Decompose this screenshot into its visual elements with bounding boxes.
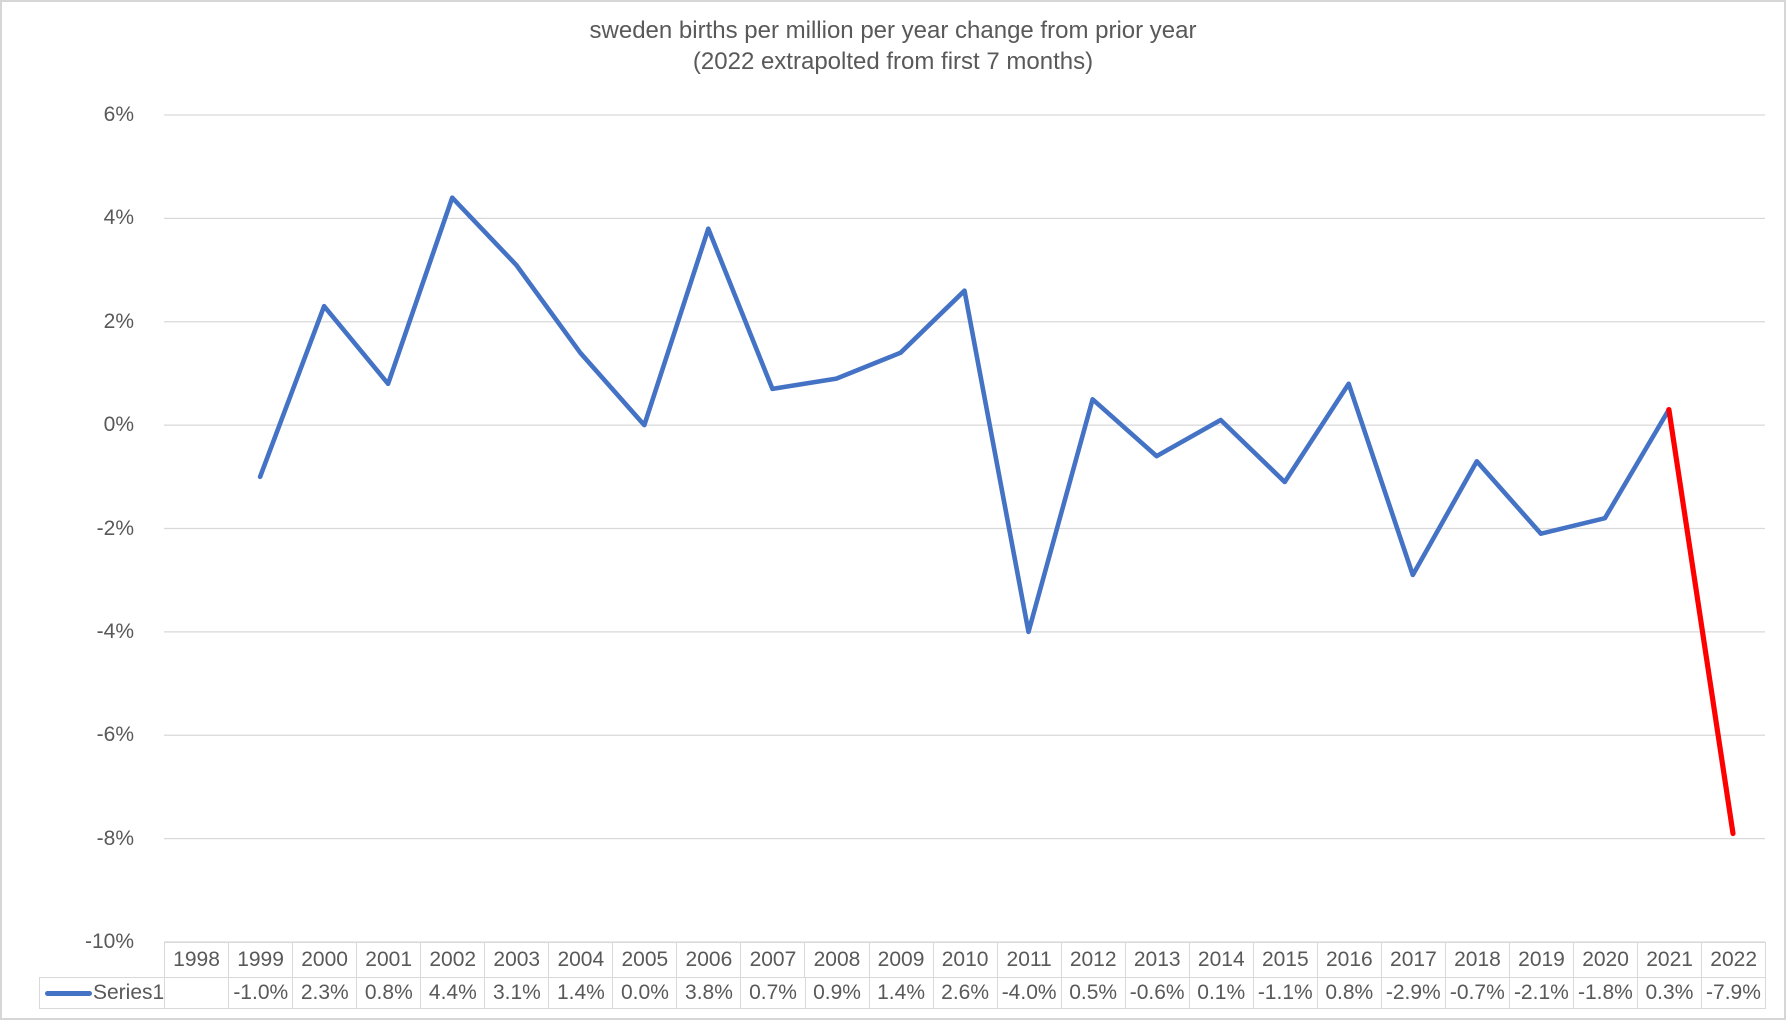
year-header-cell: 2019	[1509, 942, 1575, 977]
value-cell: 0.3%	[1637, 977, 1702, 1009]
year-header-cell: 2016	[1317, 942, 1382, 977]
year-header-cell: 2012	[1061, 942, 1126, 977]
value-cell: -7.9%	[1701, 977, 1766, 1009]
chart-title: sweden births per million per year chang…	[2, 15, 1784, 77]
year-header-cell: 2018	[1445, 942, 1510, 977]
value-cell: 4.4%	[421, 977, 486, 1009]
legend-cell: Series1	[39, 977, 166, 1009]
value-cell: -0.6%	[1125, 977, 1190, 1009]
value-cell: 0.9%	[805, 977, 870, 1009]
value-cell: 0.5%	[1061, 977, 1126, 1009]
year-header-cell: 2005	[613, 942, 678, 977]
y-axis-tick-label: 0%	[103, 413, 134, 437]
value-cell: -0.7%	[1445, 977, 1510, 1009]
year-header-cell: 2008	[805, 942, 870, 977]
value-cell: 3.1%	[485, 977, 550, 1009]
year-header-cell: 2017	[1381, 942, 1446, 977]
y-axis-tick-label: -4%	[96, 619, 134, 643]
year-header-cell: 2009	[869, 942, 934, 977]
legend-label: Series1	[93, 981, 165, 1004]
year-header-cell: 2021	[1638, 942, 1703, 977]
value-cell: -2.9%	[1381, 977, 1446, 1009]
value-cell	[165, 977, 230, 1009]
year-header-cell: 2011	[997, 942, 1062, 977]
value-cell: -2.1%	[1509, 977, 1574, 1009]
y-axis-tick-label: -8%	[96, 826, 134, 850]
year-header-cell: 2022	[1702, 942, 1767, 977]
y-axis-tick-label: 6%	[103, 103, 134, 126]
value-cell: -1.8%	[1573, 977, 1638, 1009]
year-header-cell: 2004	[549, 942, 614, 977]
data-table-values-row: Series1 -1.0% 2.3% 0.8% 4.4% 3.1% 1.4% 0.0% 3.8%…	[39, 977, 1766, 1009]
year-header-cell: 2014	[1189, 942, 1254, 977]
year-header-cell: 2006	[677, 942, 742, 977]
value-cell: 0.8%	[1317, 977, 1382, 1009]
data-table-years-row: 1998 1999 2000 2001 2002 2003 2004 2005 2006 2007…	[164, 942, 1767, 977]
year-header-cell: 2010	[933, 942, 998, 977]
value-cell: 0.1%	[1189, 977, 1254, 1009]
value-cell: 1.4%	[549, 977, 614, 1009]
value-cell: 0.7%	[741, 977, 806, 1009]
value-cell: 3.8%	[677, 977, 742, 1009]
year-header-cell: 2002	[421, 942, 486, 977]
value-cell: 2.3%	[293, 977, 358, 1009]
value-cell: -4.0%	[997, 977, 1062, 1009]
value-cell: -1.1%	[1253, 977, 1318, 1009]
year-header-cell: 2015	[1253, 942, 1318, 977]
year-header-cell: 2003	[485, 942, 550, 977]
year-header-cell: 2001	[357, 942, 422, 977]
chart-title-line1: sweden births per million per year chang…	[589, 17, 1197, 44]
y-axis-tick-label: -10%	[84, 930, 134, 953]
y-axis-tick-label: -2%	[96, 516, 134, 540]
year-header-cell: 2000	[293, 942, 358, 977]
value-cell: 0.0%	[613, 977, 678, 1009]
legend-line-swatch	[45, 990, 92, 996]
series-line-main	[257, 195, 1672, 635]
year-header-cell: 1998	[164, 942, 230, 977]
value-cell: 2.6%	[933, 977, 998, 1009]
year-header-cell: 2007	[741, 942, 806, 977]
year-header-cell: 2013	[1125, 942, 1190, 977]
year-header-cell: 2020	[1574, 942, 1639, 977]
value-cell: -1.0%	[229, 977, 294, 1009]
y-axis-tick-label: -6%	[96, 723, 134, 747]
value-cell: 0.8%	[357, 977, 422, 1009]
y-axis-tick-label: 4%	[103, 206, 134, 230]
year-header-cell: 1999	[229, 942, 294, 977]
series-line-extrapolated	[1666, 407, 1736, 837]
y-axis-tick-label: 2%	[103, 309, 134, 333]
chart-title-line2: (2022 extrapolted from first 7 months)	[692, 48, 1094, 75]
value-cell: 1.4%	[869, 977, 934, 1009]
